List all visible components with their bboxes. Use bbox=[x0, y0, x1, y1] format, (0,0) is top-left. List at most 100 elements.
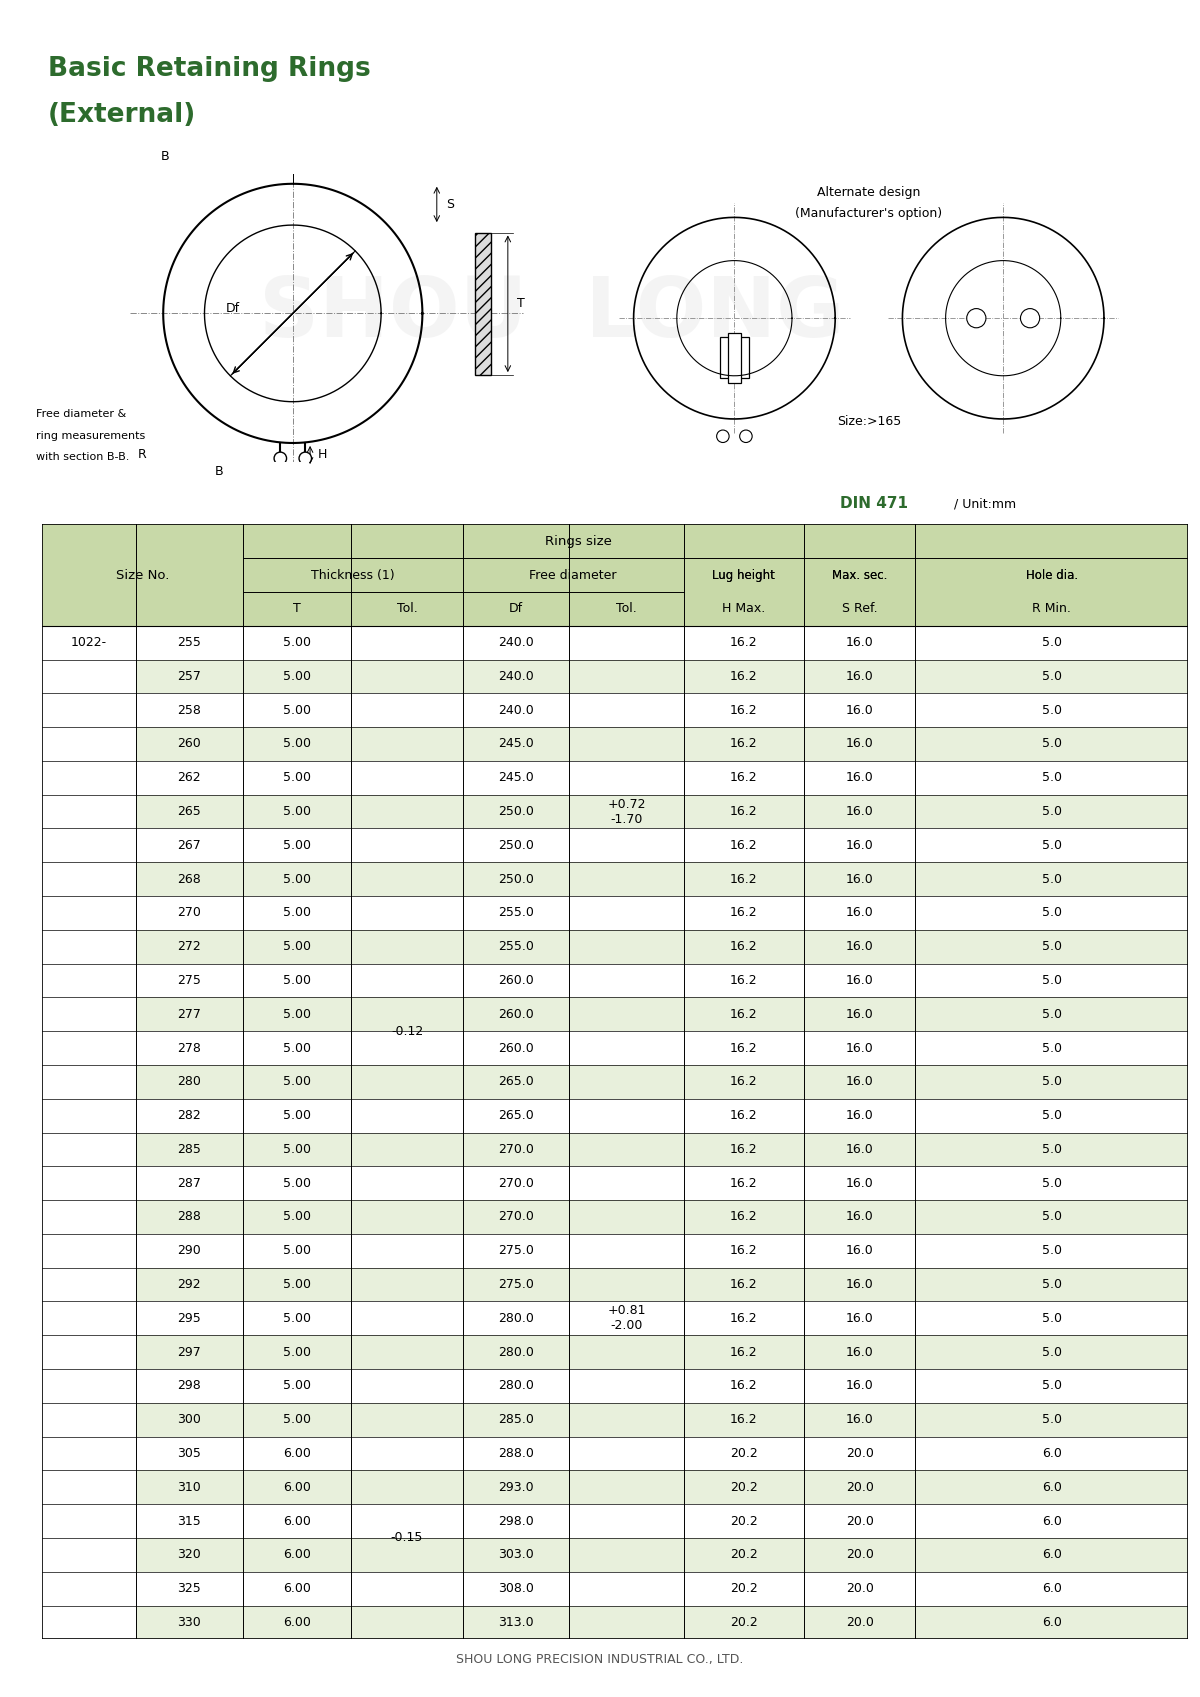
Bar bbox=[462, 1268, 569, 1302]
Bar bbox=[916, 694, 1188, 726]
Text: 5.00: 5.00 bbox=[283, 1076, 311, 1088]
Bar bbox=[136, 660, 242, 694]
Bar bbox=[242, 626, 352, 660]
Text: 16.2: 16.2 bbox=[730, 1008, 757, 1022]
Bar bbox=[462, 1470, 569, 1504]
Bar bbox=[352, 1166, 462, 1200]
Bar bbox=[569, 626, 684, 660]
Bar bbox=[352, 896, 462, 930]
Bar bbox=[804, 1437, 916, 1470]
Text: 5.0: 5.0 bbox=[1042, 872, 1062, 886]
Bar bbox=[684, 828, 804, 862]
Bar bbox=[462, 726, 569, 760]
Bar bbox=[42, 1504, 136, 1537]
Bar bbox=[136, 794, 242, 828]
Bar bbox=[242, 1437, 352, 1470]
Bar bbox=[684, 896, 804, 930]
Bar bbox=[684, 1098, 804, 1132]
Text: 16.2: 16.2 bbox=[730, 1312, 757, 1325]
Bar bbox=[916, 1403, 1188, 1437]
Bar bbox=[804, 726, 916, 760]
Bar bbox=[462, 930, 569, 964]
Bar bbox=[136, 1403, 242, 1437]
Bar bbox=[569, 760, 684, 794]
Text: H Max.: H Max. bbox=[722, 602, 766, 616]
Bar bbox=[569, 998, 684, 1032]
Bar bbox=[804, 1234, 916, 1268]
Circle shape bbox=[1020, 309, 1039, 328]
Bar bbox=[569, 694, 684, 726]
Bar bbox=[242, 1166, 352, 1200]
Bar bbox=[916, 1336, 1188, 1369]
Text: 5.0: 5.0 bbox=[1042, 940, 1062, 954]
Bar bbox=[352, 1066, 462, 1098]
Bar bbox=[462, 1066, 569, 1098]
Bar bbox=[242, 558, 352, 592]
Bar bbox=[242, 1302, 352, 1336]
Bar bbox=[684, 998, 804, 1032]
Text: 5.00: 5.00 bbox=[283, 940, 311, 954]
Bar bbox=[42, 1369, 136, 1403]
Bar bbox=[684, 1302, 804, 1336]
Text: Rings size: Rings size bbox=[546, 535, 612, 548]
Text: 5.00: 5.00 bbox=[283, 1176, 311, 1190]
Bar bbox=[42, 828, 136, 862]
Bar bbox=[352, 1403, 462, 1437]
Text: 5.0: 5.0 bbox=[1042, 804, 1062, 818]
Text: 16.2: 16.2 bbox=[730, 670, 757, 682]
Text: 5.0: 5.0 bbox=[1042, 770, 1062, 784]
Text: 255.0: 255.0 bbox=[498, 940, 534, 954]
Bar bbox=[352, 964, 462, 998]
Text: Basic Retaining Rings: Basic Retaining Rings bbox=[48, 56, 371, 81]
Text: 5.00: 5.00 bbox=[283, 704, 311, 716]
Text: 16.0: 16.0 bbox=[846, 1380, 874, 1393]
Bar bbox=[42, 1369, 136, 1403]
Bar bbox=[352, 1504, 462, 1537]
Text: 265: 265 bbox=[178, 804, 202, 818]
Bar bbox=[42, 760, 136, 794]
Bar bbox=[42, 1132, 136, 1166]
Bar bbox=[352, 1571, 462, 1605]
Text: 270.0: 270.0 bbox=[498, 1142, 534, 1156]
Bar bbox=[462, 998, 569, 1032]
Bar bbox=[352, 558, 462, 592]
Bar bbox=[569, 1470, 684, 1504]
Text: 16.2: 16.2 bbox=[730, 872, 757, 886]
Bar bbox=[804, 930, 916, 964]
Bar bbox=[569, 1403, 684, 1437]
Bar bbox=[462, 592, 569, 626]
Bar bbox=[804, 1470, 916, 1504]
Text: 255.0: 255.0 bbox=[498, 906, 534, 920]
Bar bbox=[136, 694, 242, 726]
Bar bbox=[916, 726, 1188, 760]
Bar bbox=[42, 660, 136, 694]
Bar bbox=[804, 828, 916, 862]
Text: 275.0: 275.0 bbox=[498, 1278, 534, 1291]
Text: -0.12: -0.12 bbox=[391, 1025, 424, 1037]
Text: 320: 320 bbox=[178, 1548, 202, 1561]
Text: 285: 285 bbox=[178, 1142, 202, 1156]
Text: 16.2: 16.2 bbox=[730, 704, 757, 716]
Bar bbox=[804, 1336, 916, 1369]
Circle shape bbox=[716, 429, 730, 443]
Text: 6.00: 6.00 bbox=[283, 1481, 311, 1493]
Text: 5.00: 5.00 bbox=[283, 1008, 311, 1022]
Text: -0.15: -0.15 bbox=[391, 1531, 424, 1544]
Text: 270.0: 270.0 bbox=[498, 1210, 534, 1224]
Text: 20.2: 20.2 bbox=[730, 1582, 758, 1595]
Text: 20.0: 20.0 bbox=[846, 1616, 874, 1629]
Text: 260: 260 bbox=[178, 738, 202, 750]
Text: 268: 268 bbox=[178, 872, 202, 886]
Bar bbox=[136, 828, 242, 862]
Text: / Unit:mm: / Unit:mm bbox=[954, 497, 1016, 511]
Text: 16.2: 16.2 bbox=[730, 1346, 757, 1359]
Bar bbox=[916, 1132, 1188, 1166]
Text: 20.2: 20.2 bbox=[730, 1548, 758, 1561]
Text: 280.0: 280.0 bbox=[498, 1312, 534, 1325]
Bar bbox=[42, 1537, 136, 1571]
Bar bbox=[916, 1437, 1188, 1470]
Bar bbox=[136, 1098, 242, 1132]
Bar bbox=[136, 896, 242, 930]
Bar bbox=[42, 1166, 136, 1200]
Bar bbox=[569, 1268, 684, 1302]
